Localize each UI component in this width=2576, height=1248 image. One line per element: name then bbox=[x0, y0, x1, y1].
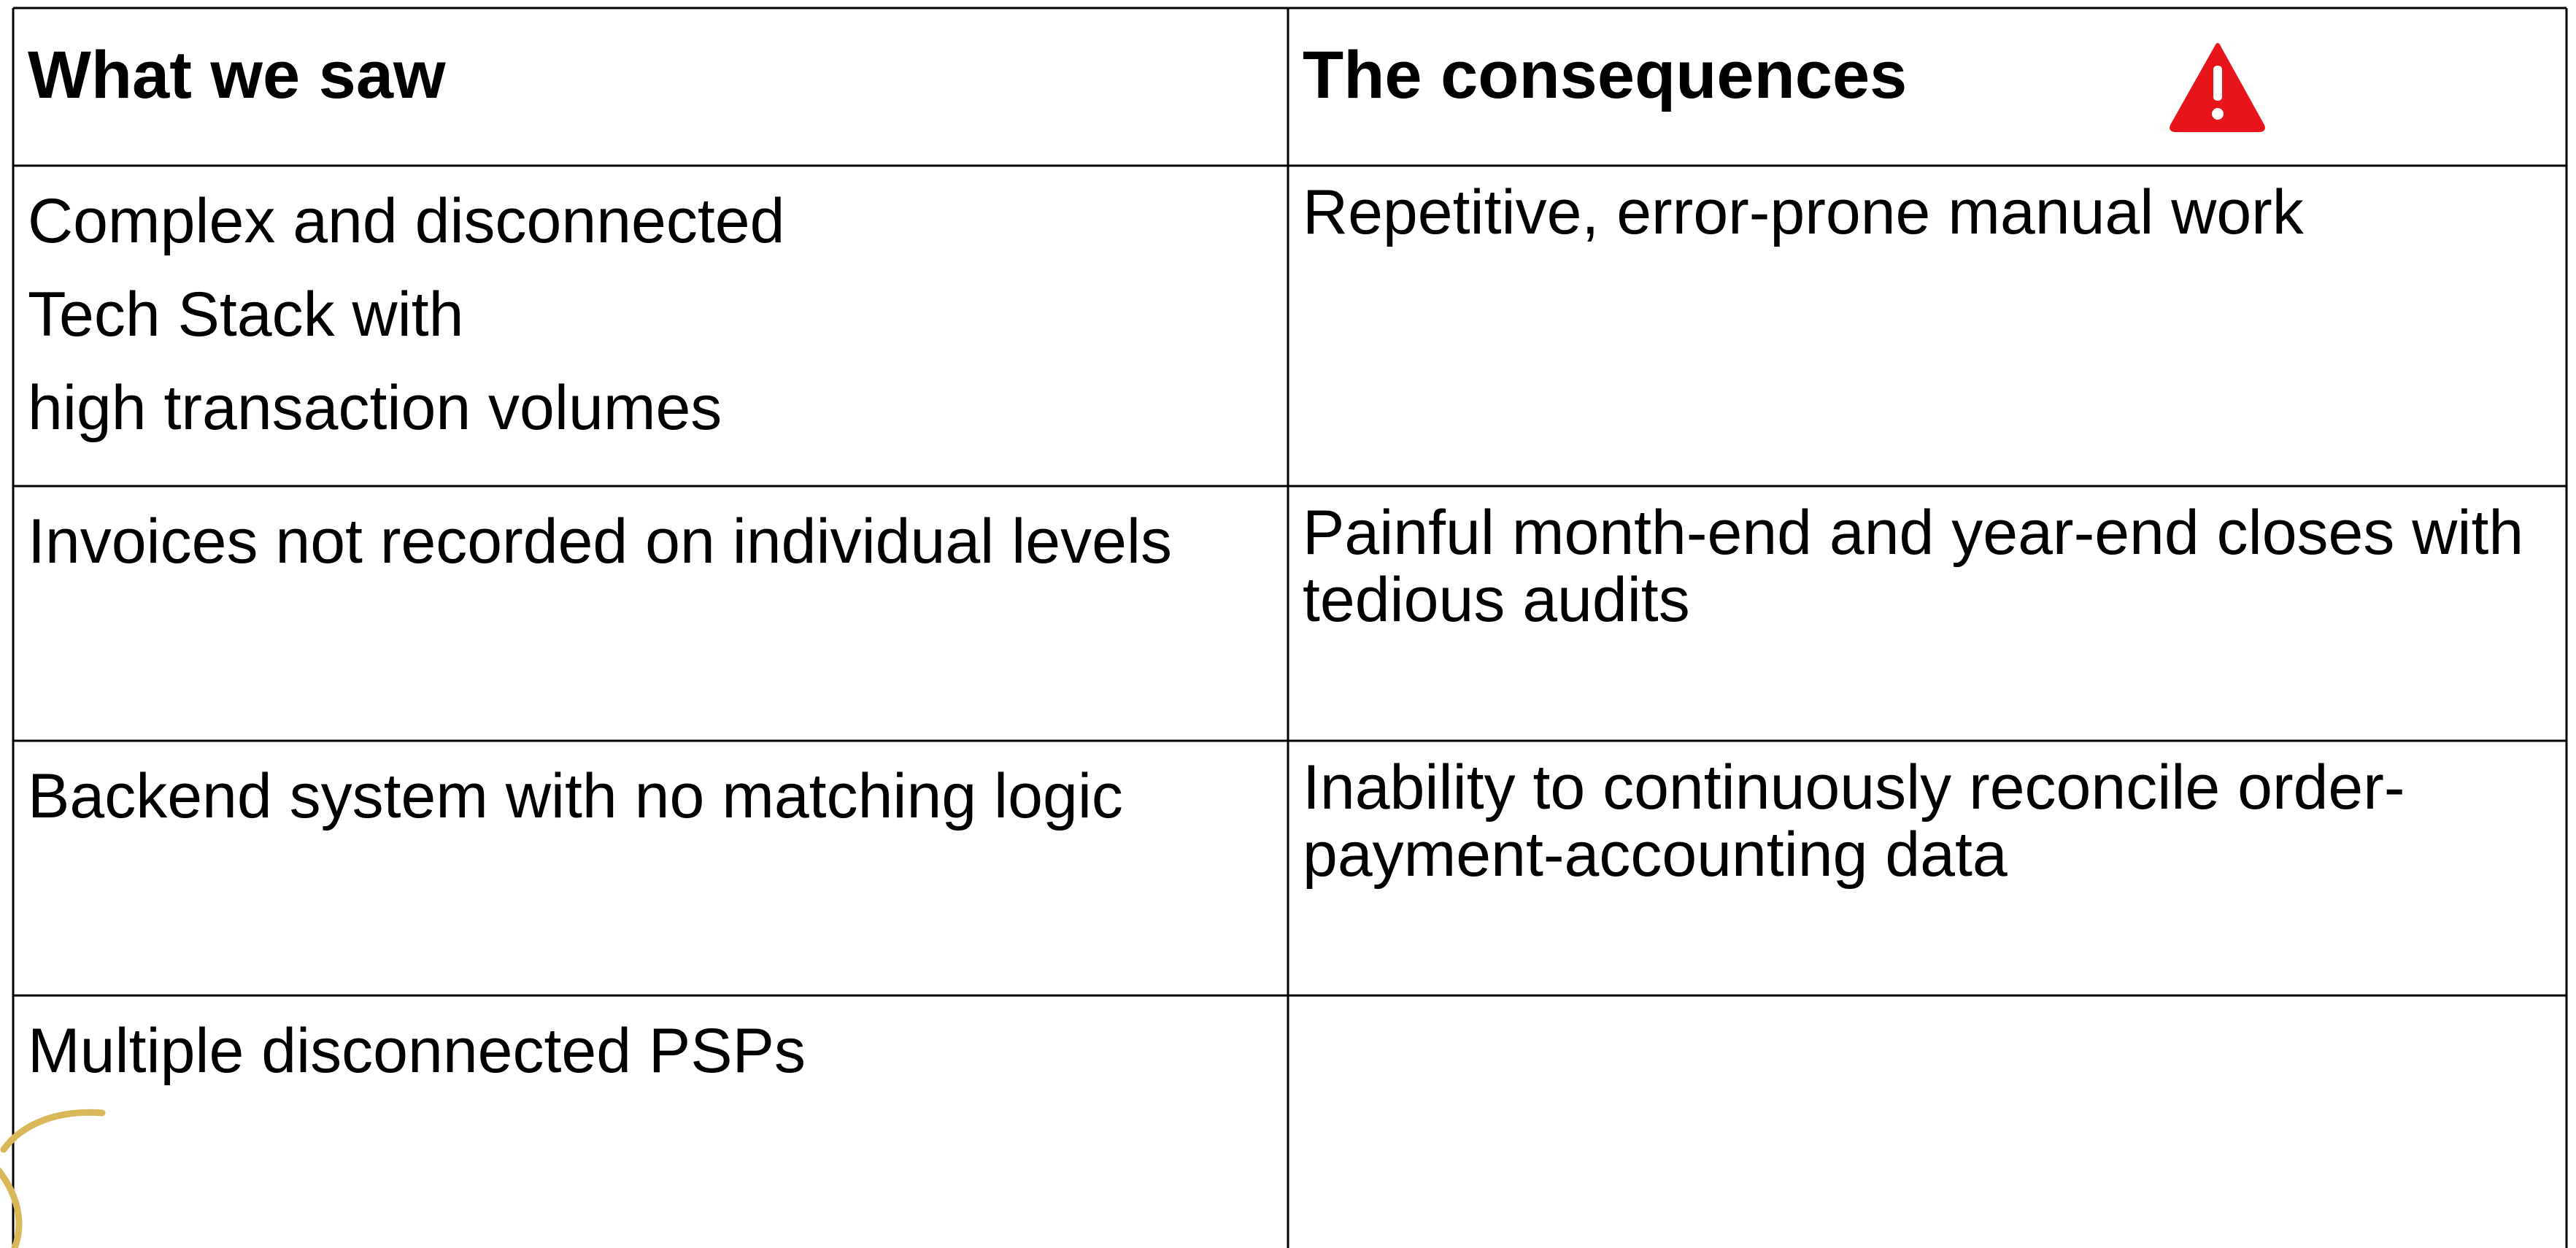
table-cell: Complex and disconnected Tech Stack with h… bbox=[13, 166, 1288, 486]
cell-line: high transaction volumes bbox=[28, 373, 722, 443]
cell-line: Tech Stack with bbox=[28, 280, 464, 350]
table-cell: Invoices not recorded on individual leve… bbox=[28, 506, 1173, 577]
table-cell: Painful month-end and year-end closes wi… bbox=[1303, 498, 2524, 635]
header-cell: What we saw bbox=[28, 38, 446, 112]
decoration bbox=[0, 1109, 106, 1248]
cell-line: Complex and disconnected bbox=[28, 186, 785, 256]
warning-icon bbox=[2170, 43, 2265, 132]
table-cell: Multiple disconnected PSPs bbox=[28, 1016, 806, 1086]
table-cell: Backend system with no matching logic bbox=[28, 761, 1123, 831]
table-cell: Inability to continuously reconcile orde… bbox=[1303, 752, 2405, 890]
table-cell: Repetitive, error-prone manual work bbox=[1303, 177, 2304, 247]
header-cell: The consequences bbox=[1303, 38, 1908, 112]
